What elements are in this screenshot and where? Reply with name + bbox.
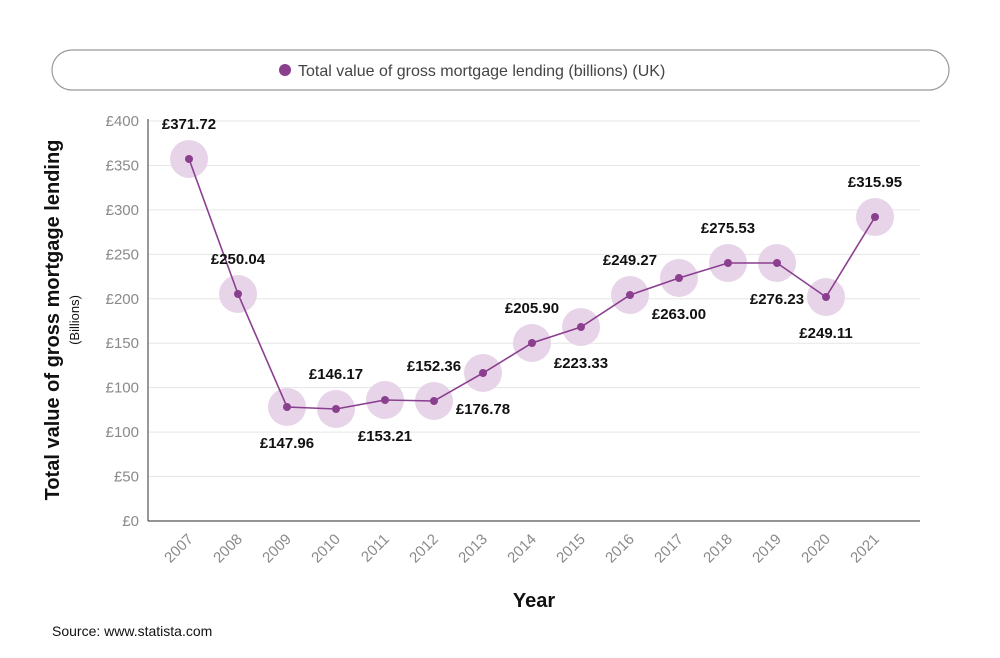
- x-tick-label: 2013: [455, 531, 491, 567]
- legend-marker: [279, 64, 291, 76]
- series-line: [188, 158, 876, 410]
- y-tick-label: £250: [106, 246, 139, 263]
- data-label: £146.17: [309, 366, 363, 383]
- x-tick-label: 2007: [161, 531, 197, 567]
- y-tick-label: £100: [106, 424, 139, 441]
- x-tick-label: 2021: [847, 531, 883, 567]
- marker-halos: [170, 140, 894, 428]
- x-tick-label: 2012: [406, 531, 442, 567]
- data-point: [528, 339, 536, 347]
- data-point: [773, 259, 781, 267]
- data-point: [283, 403, 291, 411]
- data-label: £147.96: [260, 435, 314, 452]
- y-tick-label: £100: [106, 380, 139, 397]
- x-axis-title: Year: [513, 590, 555, 612]
- data-labels: £371.72 £250.04 £147.96 £146.17 £153.21 £152.…: [162, 116, 902, 452]
- y-tick-label: £50: [114, 469, 139, 486]
- data-label: £263.00: [652, 306, 706, 323]
- data-points: [185, 155, 879, 413]
- source-note: Source: www.statista.com: [52, 623, 213, 639]
- x-tick-label: 2015: [553, 531, 589, 567]
- data-point: [871, 213, 879, 221]
- x-tick-label: 2020: [798, 531, 834, 567]
- y-tick-label: £400: [106, 113, 139, 130]
- data-point: [234, 290, 242, 298]
- data-point: [577, 323, 585, 331]
- data-point: [430, 397, 438, 405]
- data-label: £275.53: [701, 220, 755, 237]
- data-point: [675, 274, 683, 282]
- x-tick-label: 2017: [651, 531, 687, 567]
- gridlines: [148, 120, 920, 478]
- x-tick-label: 2014: [504, 531, 540, 567]
- x-tick-label: 2010: [308, 531, 344, 567]
- y-tick-label: £0: [122, 513, 139, 530]
- data-label: £276.23: [750, 291, 804, 308]
- data-point: [332, 405, 340, 413]
- data-label: £249.27: [603, 252, 657, 269]
- x-tick-label: 2019: [749, 531, 785, 567]
- data-point: [479, 369, 487, 377]
- x-tick-label: 2016: [602, 531, 638, 567]
- y-tick-labels: £0 £50 £100 £100 £150 £200 £250 £300 £350 £400: [106, 113, 139, 530]
- y-axis-title: Total value of gross mortgage lending: [42, 140, 64, 501]
- data-point: [185, 155, 193, 163]
- data-point: [822, 293, 830, 301]
- y-tick-label: £150: [106, 335, 139, 352]
- data-label: £223.33: [554, 355, 608, 372]
- data-point: [724, 259, 732, 267]
- legend: Total value of gross mortgage lending (b…: [51, 49, 950, 91]
- data-label: £371.72: [162, 116, 216, 133]
- data-label: £315.95: [848, 174, 902, 191]
- y-axis-unit: (Billions): [67, 295, 82, 345]
- x-tick-labels: 2007 2008 2009 2010 2011 2012 2013 2014 2015 2016…: [161, 531, 883, 567]
- legend-label: Total value of gross mortgage lending (b…: [298, 63, 665, 80]
- data-label: £153.21: [358, 428, 412, 445]
- legend-box: [51, 49, 950, 91]
- data-label: £249.11: [799, 325, 852, 342]
- data-label: £250.04: [211, 251, 266, 268]
- data-label: £176.78: [456, 401, 510, 418]
- x-tick-label: 2018: [700, 531, 736, 567]
- data-point: [381, 396, 389, 404]
- data-point: [626, 291, 634, 299]
- axes: [147, 119, 920, 522]
- data-label: £152.36: [407, 358, 461, 375]
- y-tick-label: £300: [106, 202, 139, 219]
- x-tick-label: 2009: [259, 531, 295, 567]
- x-tick-label: 2011: [358, 531, 393, 566]
- y-tick-label: £350: [106, 157, 139, 174]
- x-tick-label: 2008: [210, 531, 246, 567]
- data-label: £205.90: [505, 300, 559, 317]
- y-tick-label: £200: [106, 291, 139, 308]
